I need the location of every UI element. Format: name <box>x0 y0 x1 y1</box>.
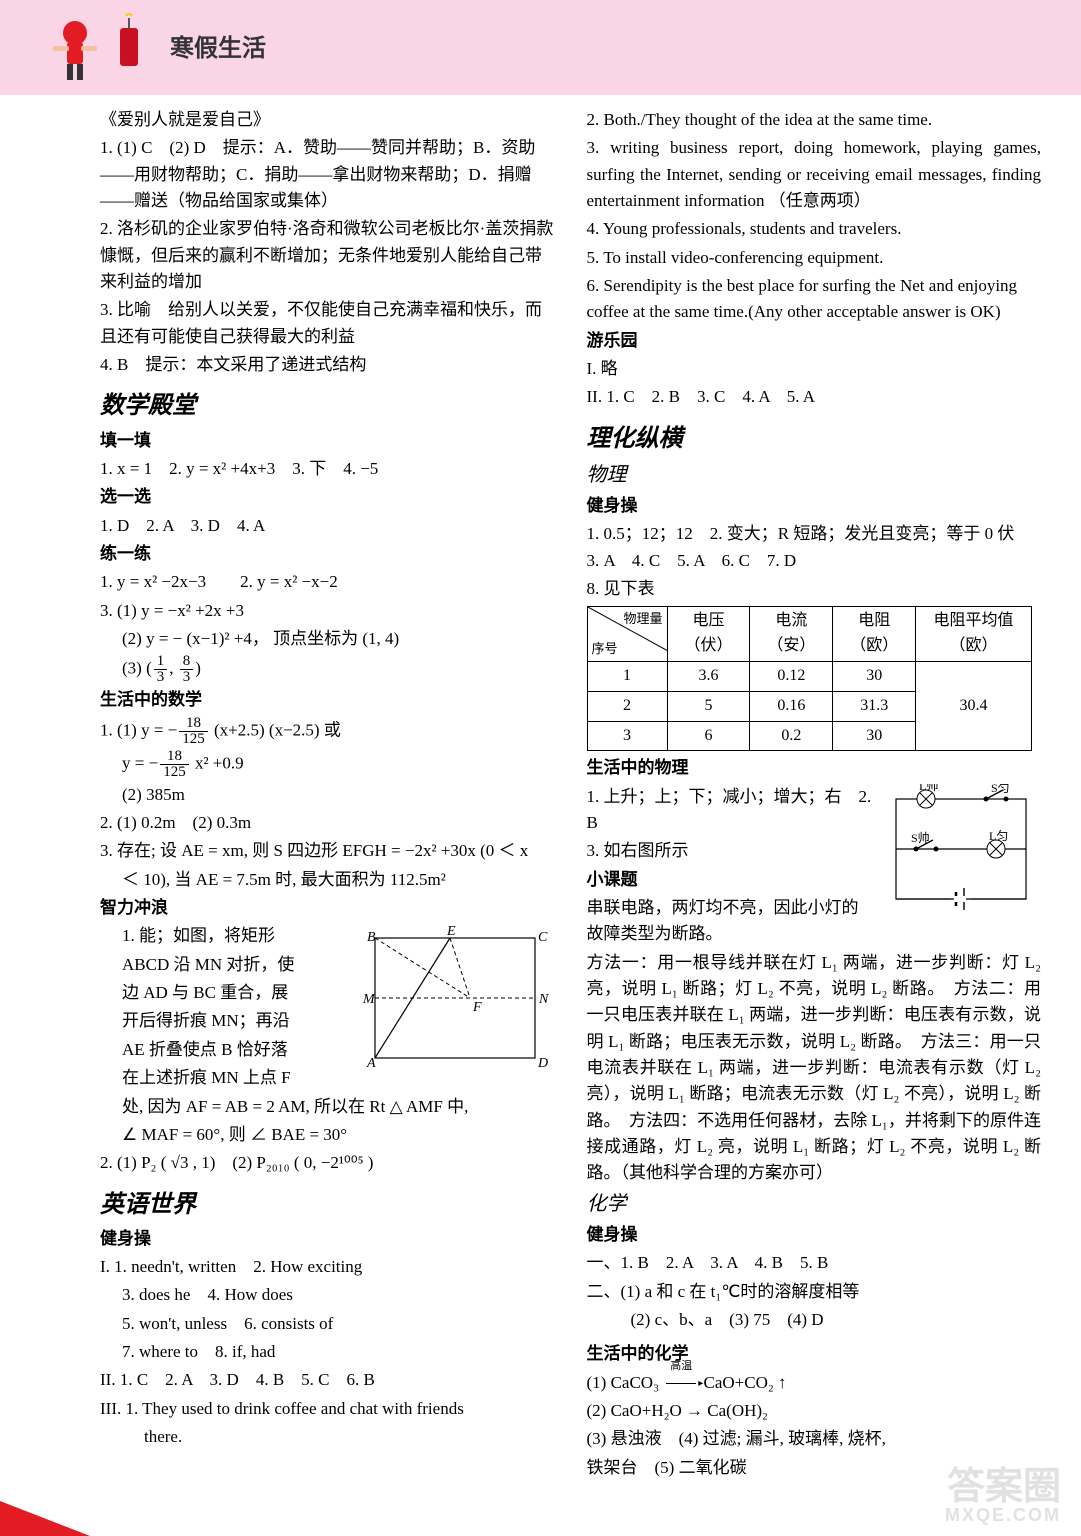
lc2: (2) CaO+H₂O → Ca(OH)₂ <box>587 1398 1042 1424</box>
e2: 2. Both./They thought of the idea at the… <box>587 107 1042 133</box>
eIII1: III. 1. They used to drink coffee and ch… <box>100 1396 555 1422</box>
mini2: 方法一：用一根导线并联在灯 L₁ 两端，进一步判断：灯 L₂ 亮，说明 L₁ 断… <box>587 950 1042 1187</box>
physics-table: 物理量 序号 电压（伏） 电流（安） 电阻（欧） 电阻平均值（欧） 1 3.6 … <box>587 606 1032 751</box>
chem-js: 健身操 <box>587 1222 1042 1248</box>
phys-js: 健身操 <box>587 493 1042 519</box>
life-math-title: 生活中的数学 <box>100 687 555 713</box>
svg-text:S帅: S帅 <box>911 831 930 845</box>
eI5: 5. won't, unless 6. consists of <box>100 1311 555 1337</box>
pz1h: ∠ MAF = 60°, 则 ∠ BAE = 30° <box>100 1122 555 1148</box>
frac-18-125a: 18125 <box>179 716 208 747</box>
col-current: 电流（安） <box>750 607 833 662</box>
prac-1: 1. y = x² −2x−3 2. y = x² −x−2 <box>100 569 555 595</box>
lm3a: 3. 存在; 设 AE = xm, 则 S 四边形 EFGH = −2x² +3… <box>100 838 555 864</box>
e3: 3. writing business report, doing homewo… <box>587 135 1042 214</box>
table-diag-cell: 物理量 序号 <box>587 607 667 662</box>
lm1c: (2) 385m <box>100 782 555 808</box>
frac-8-3: 83 <box>180 654 194 685</box>
svg-text:C: C <box>538 930 548 945</box>
amuse-title: 游乐园 <box>587 328 1042 354</box>
life-chem-title: 生活中的化学 <box>587 1341 1042 1367</box>
pj1: 1. 0.5；12；12 2. 变大；R 短路；发光且变亮；等于 0 伏 3. … <box>587 521 1042 574</box>
lm1a: 1. (1) y = −18125 (x+2.5) (x−2.5) 或 <box>100 716 555 747</box>
e4: 4. Young professionals, students and tra… <box>587 216 1042 242</box>
science-section-title: 理化纵横 <box>587 421 1042 458</box>
amII: II. 1. C 2. B 3. C 4. A 5. A <box>587 384 1042 410</box>
choose-answers: 1. D 2. A 3. D 4. A <box>100 513 555 539</box>
content-columns: 《爱别人就是爱自己》 1. (1) C (2) D 提示：A．赞助——赞同并帮助… <box>0 95 1081 1503</box>
e6: 6. Serendipity is the best place for sur… <box>587 273 1042 326</box>
life-phys-title: 生活中的物理 <box>587 755 1042 781</box>
table-header-row: 物理量 序号 电压（伏） 电流（安） 电阻（欧） 电阻平均值（欧） <box>587 607 1031 662</box>
svg-text:N: N <box>538 992 549 1007</box>
geometry-figure: B C M N A D E F <box>355 923 555 1073</box>
svg-text:A: A <box>366 1056 376 1071</box>
col-avg: 电阻平均值（欧） <box>916 607 1032 662</box>
eI3: 3. does he 4. How does <box>100 1282 555 1308</box>
fill-answers: 1. x = 1 2. y = x² +4x+3 3. 下 4. −5 <box>100 456 555 482</box>
prac-3a: 3. (1) y = −x² +2x +3 <box>100 598 555 624</box>
table-row: 1 3.6 0.12 30 30.4 <box>587 661 1031 691</box>
amI: I. 略 <box>587 356 1042 382</box>
cj1: 一、1. B 2. A 3. A 4. B 5. B <box>587 1250 1042 1276</box>
frac-1-3: 13 <box>154 654 168 685</box>
english-section-title: 英语世界 <box>100 1187 555 1224</box>
pj8: 8. 见下表 <box>587 576 1042 602</box>
svg-text:L帅: L帅 <box>919 784 938 793</box>
eI1: I. 1. needn't, written 2. How exciting <box>100 1254 555 1280</box>
cj2b: (2) c、b、a (3) 75 (4) D <box>587 1307 1042 1333</box>
header-title: 寒假生活 <box>170 28 266 63</box>
frac-18-125b: 18125 <box>160 749 189 780</box>
chem-sub: 化学 <box>587 1189 1042 1220</box>
left-column: 《爱别人就是爱自己》 1. (1) C (2) D 提示：A．赞助——赞同并帮助… <box>100 107 555 1483</box>
physics-sub: 物理 <box>587 460 1042 491</box>
mascot-icon <box>35 8 155 93</box>
prac-3c: (3) (13, 83) <box>100 654 555 685</box>
eI7: 7. where to 8. if, had <box>100 1339 555 1365</box>
svg-text:D: D <box>537 1056 548 1071</box>
e5: 5. To install video-conferencing equipme… <box>587 245 1042 271</box>
pz1g: 处, 因为 AF = AB = 2 AM, 所以在 Rt △ AMF 中, <box>100 1094 555 1120</box>
reading-a2: 2. 洛杉矶的企业家罗伯特·洛奇和微软公司老板比尔·盖茨捐款慷慨，但后来的赢利不… <box>100 216 555 295</box>
col-voltage: 电压（伏） <box>667 607 750 662</box>
footer-triangle <box>0 1501 90 1536</box>
lc1: (1) CaCO₃ 高温▸ CaO+CO₂ ↑ <box>587 1370 1042 1396</box>
svg-text:M: M <box>362 992 376 1007</box>
lm2: 2. (1) 0.2m (2) 0.3m <box>100 810 555 836</box>
english-sub: 健身操 <box>100 1226 555 1252</box>
practice-title: 练一练 <box>100 541 555 567</box>
watermark: 答案圈 MXQE.COM <box>945 1468 1061 1524</box>
svg-text:E: E <box>446 924 456 939</box>
reading-a1: 1. (1) C (2) D 提示：A．赞助——赞同并帮助；B．资助——用财物帮… <box>100 135 555 214</box>
math-section-title: 数学殿堂 <box>100 388 555 425</box>
prac-3b: (2) y = − (x−1)² +4， 顶点坐标为 (1, 4) <box>100 626 555 652</box>
svg-text:F: F <box>472 1000 482 1015</box>
eIII1b: there. <box>100 1424 555 1450</box>
reading-title: 《爱别人就是爱自己》 <box>100 107 555 133</box>
col-resistance: 电阻（欧） <box>833 607 916 662</box>
eII: II. 1. C 2. A 3. D 4. B 5. C 6. B <box>100 1367 555 1393</box>
circuit-figure: L帅 S匀 S帅 L匀 <box>881 784 1041 924</box>
reading-a3: 3. 比喻 给别人以关爱，不仅能使自己充满幸福和快乐，而且还有可能使自己获得最大… <box>100 297 555 350</box>
lm3b: ＜ 10), 当 AE = 7.5m 时, 最大面积为 112.5m² <box>100 867 555 893</box>
page-header: 寒假生活 <box>0 0 1081 95</box>
lc3: (3) 悬浊液 (4) 过滤; 漏斗, 玻璃棒, 烧杯, <box>587 1426 1042 1452</box>
right-column: 2. Both./They thought of the idea at the… <box>587 107 1042 1483</box>
pz2: 2. (1) P₂ ( √3 , 1) (2) P₂₀₁₀ ( 0, −2¹⁰⁰… <box>100 1150 555 1176</box>
choose-title: 选一选 <box>100 484 555 510</box>
puzzle-title: 智力冲浪 <box>100 895 555 921</box>
svg-text:B: B <box>367 930 376 945</box>
lm1b: y = −18125 x² +0.9 <box>100 749 555 780</box>
svg-text:L匀: L匀 <box>989 829 1008 843</box>
avg-cell: 30.4 <box>916 661 1032 750</box>
cj2: 二、(1) a 和 c 在 t₁℃时的溶解度相等 <box>587 1279 1042 1305</box>
svg-text:S匀: S匀 <box>991 784 1010 795</box>
fill-title: 填一填 <box>100 428 555 454</box>
reading-a4: 4. B 提示：本文采用了递进式结构 <box>100 352 555 378</box>
